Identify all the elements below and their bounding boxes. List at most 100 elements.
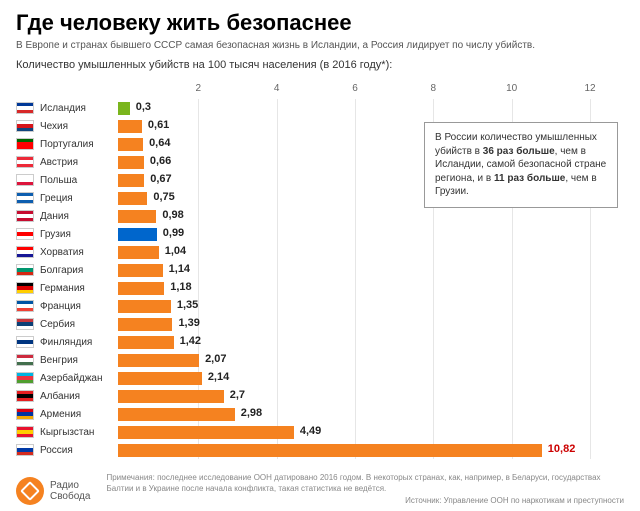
flag-icon	[16, 318, 34, 330]
bar	[118, 192, 147, 205]
bar-wrap: 0,3	[118, 102, 588, 115]
bar-value: 0,61	[148, 119, 169, 131]
flag-icon	[16, 156, 34, 168]
flag-icon	[16, 228, 34, 240]
bar	[118, 156, 144, 169]
bar	[118, 444, 542, 457]
bar-value: 10,82	[548, 443, 576, 455]
bar-value: 0,98	[162, 209, 183, 221]
country-label: Дания	[40, 211, 118, 222]
country-label: Армения	[40, 409, 118, 420]
logo-line1: Радио	[50, 480, 90, 491]
country-label: Болгария	[40, 265, 118, 276]
flag-icon	[16, 102, 34, 114]
chart-title: Количество умышленных убийств на 100 тыс…	[16, 59, 624, 71]
country-label: Хорватия	[40, 247, 118, 258]
flag-icon	[16, 246, 34, 258]
country-label: Польша	[40, 175, 118, 186]
country-label: Греция	[40, 193, 118, 204]
flag-icon	[16, 372, 34, 384]
x-axis: 24681012	[120, 83, 590, 99]
bar-wrap: 0,98	[118, 210, 588, 223]
country-label: Кыргызстан	[40, 427, 118, 438]
country-label: Португалия	[40, 139, 118, 150]
annotation-box: В России количество умышленных убийств в…	[424, 122, 618, 208]
axis-tick: 8	[431, 83, 437, 94]
bar-wrap: 1,35	[118, 300, 588, 313]
bar-wrap: 1,39	[118, 318, 588, 331]
country-label: Сербия	[40, 319, 118, 330]
radio-svoboda-icon	[16, 477, 44, 505]
flag-icon	[16, 120, 34, 132]
bar-value: 0,75	[153, 191, 174, 203]
bar	[118, 318, 172, 331]
flag-icon	[16, 210, 34, 222]
bar-value: 2,98	[241, 407, 262, 419]
flag-icon	[16, 138, 34, 150]
table-row: Исландия 0,3	[16, 99, 624, 117]
country-label: Финляндия	[40, 337, 118, 348]
bar-value: 0,67	[150, 173, 171, 185]
table-row: Россия 10,82	[16, 441, 624, 459]
flag-icon	[16, 390, 34, 402]
bar	[118, 120, 142, 133]
flag-icon	[16, 264, 34, 276]
country-label: Албания	[40, 391, 118, 402]
country-label: Грузия	[40, 229, 118, 240]
footer: Радио Свобода Примечания: последнее иссл…	[16, 473, 624, 505]
axis-tick: 4	[274, 83, 280, 94]
bar-wrap: 0,99	[118, 228, 588, 241]
bar-wrap: 1,04	[118, 246, 588, 259]
logo-text: Радио Свобода	[50, 480, 90, 502]
flag-icon	[16, 354, 34, 366]
country-label: Исландия	[40, 103, 118, 114]
bar	[118, 390, 224, 403]
table-row: Албания 2,7	[16, 387, 624, 405]
bar-value: 1,42	[180, 335, 201, 347]
bar-wrap: 2,7	[118, 390, 588, 403]
bar-value: 1,35	[177, 299, 198, 311]
bar	[118, 408, 235, 421]
table-row: Венгрия 2,07	[16, 351, 624, 369]
bar-wrap: 1,18	[118, 282, 588, 295]
note-bold: 36 раз больше	[483, 146, 555, 157]
axis-tick: 10	[506, 83, 517, 94]
country-label: Азербайджан	[40, 373, 118, 384]
country-label: Венгрия	[40, 355, 118, 366]
axis-tick: 6	[352, 83, 358, 94]
bar	[118, 372, 202, 385]
bar-wrap: 4,49	[118, 426, 588, 439]
bar-value: 2,14	[208, 371, 229, 383]
table-row: Болгария 1,14	[16, 261, 624, 279]
bar	[118, 354, 199, 367]
bar-value: 2,07	[205, 353, 226, 365]
page-subtitle: В Европе и странах бывшего СССР самая бе…	[16, 40, 624, 51]
flag-icon	[16, 444, 34, 456]
bar	[118, 282, 164, 295]
flag-icon	[16, 300, 34, 312]
bar-value: 1,39	[178, 317, 199, 329]
table-row: Хорватия 1,04	[16, 243, 624, 261]
bar-wrap: 2,98	[118, 408, 588, 421]
bar-value: 1,14	[169, 263, 190, 275]
note-bold: 11 раз больше	[494, 173, 565, 184]
bar	[118, 138, 143, 151]
table-row: Грузия 0,99	[16, 225, 624, 243]
country-label: Россия	[40, 445, 118, 456]
bar-value: 4,49	[300, 425, 321, 437]
table-row: Финляндия 1,42	[16, 333, 624, 351]
bar-value: 0,99	[163, 227, 184, 239]
bar	[118, 246, 159, 259]
axis-tick: 2	[196, 83, 202, 94]
axis-tick: 12	[584, 83, 595, 94]
bar-value: 1,04	[165, 245, 186, 257]
bar-value: 0,3	[136, 101, 151, 113]
bar	[118, 426, 294, 439]
table-row: Дания 0,98	[16, 207, 624, 225]
table-row: Армения 2,98	[16, 405, 624, 423]
flag-icon	[16, 174, 34, 186]
bar	[118, 300, 171, 313]
table-row: Азербайджан 2,14	[16, 369, 624, 387]
bar-value: 2,7	[230, 389, 245, 401]
source: Источник: Управление ООН по наркотикам и…	[106, 496, 624, 505]
